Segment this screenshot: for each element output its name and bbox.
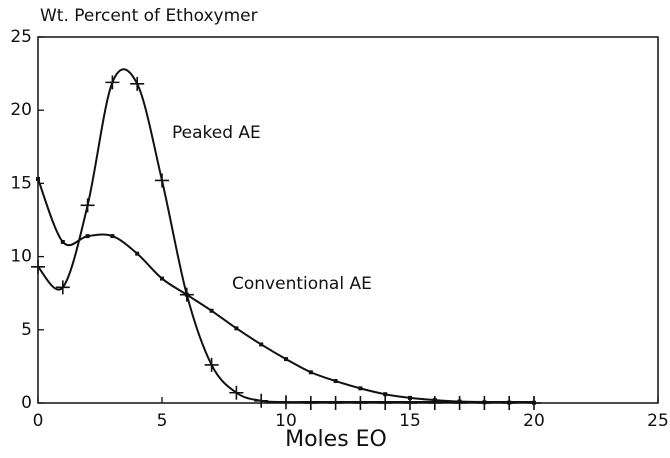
- plot-frame: [37, 36, 659, 404]
- square-marker: [284, 357, 288, 362]
- plus-marker: [279, 395, 293, 410]
- square-marker: [135, 251, 140, 256]
- square-marker: [507, 400, 512, 405]
- plus-marker: [303, 396, 318, 410]
- square-marker: [85, 234, 90, 239]
- plus-marker: [378, 396, 393, 410]
- y-tick-label: 20: [10, 100, 32, 120]
- square-marker: [358, 386, 363, 391]
- y-tick-label: 10: [10, 247, 32, 267]
- square-marker: [408, 395, 412, 400]
- square-marker: [457, 399, 462, 404]
- y-tick-label: 5: [21, 320, 32, 340]
- square-marker: [383, 392, 388, 397]
- square-marker: [532, 400, 536, 405]
- plus-marker: [55, 280, 70, 295]
- plus-marker: [130, 76, 145, 91]
- square-marker: [308, 370, 313, 375]
- square-marker: [259, 342, 264, 347]
- series-label: Peaked AE: [172, 123, 261, 143]
- x-tick-label: 20: [523, 411, 545, 431]
- y-tick-label: 0: [21, 393, 32, 413]
- square-marker: [110, 234, 115, 239]
- x-tick-label: 0: [33, 411, 44, 431]
- square-marker: [160, 276, 164, 281]
- plus-marker: [353, 396, 368, 410]
- plus-marker: [105, 75, 120, 90]
- square-marker: [482, 400, 487, 405]
- y-tick-label: 15: [10, 173, 32, 193]
- square-marker: [184, 292, 189, 297]
- x-axis-label: Moles EO: [285, 427, 387, 452]
- plus-marker: [328, 396, 343, 410]
- plus-marker: [80, 198, 95, 213]
- plus-marker: [31, 259, 45, 274]
- plus-marker: [155, 173, 169, 188]
- square-marker: [36, 177, 40, 182]
- x-tick-label: 10: [275, 411, 297, 431]
- series-label: Conventional AE: [232, 274, 372, 294]
- y-tick-label: 25: [10, 27, 32, 47]
- plus-marker: [254, 393, 269, 408]
- square-marker: [432, 398, 437, 403]
- x-tick-label: 15: [399, 411, 421, 431]
- square-marker: [209, 308, 214, 313]
- x-tick-label: 5: [157, 411, 168, 431]
- chart-title: Wt. Percent of Ethoxymer: [40, 6, 258, 26]
- plus-marker: [204, 357, 219, 372]
- plus-marker: [229, 385, 244, 400]
- x-tick-label: 25: [647, 411, 669, 431]
- square-marker: [234, 326, 239, 331]
- square-marker: [333, 379, 338, 384]
- square-marker: [60, 239, 65, 244]
